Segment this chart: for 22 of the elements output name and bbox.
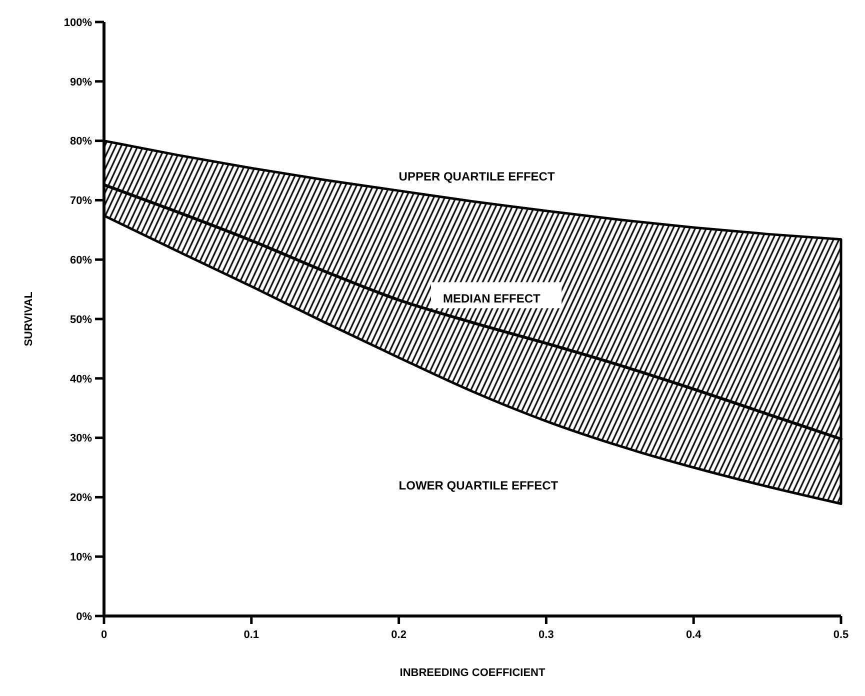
y-tick-label: 90% [70,76,92,88]
y-tick-label: 0% [76,610,92,623]
y-tick-label: 50% [70,314,92,326]
annotation: MEDIAN EFFECT [443,291,542,306]
x-axis-title: INBREEDING COEFFICIENT [400,667,546,679]
x-tick-label: 0.5 [833,629,849,641]
x-tick-label: 0.2 [391,629,406,641]
y-tick-label: 70% [70,195,92,208]
x-tick-label: 0 [100,629,108,641]
y-tick-label: 60% [70,254,92,266]
x-tick-label: 0.4 [686,629,702,641]
y-tick-label: 80% [70,136,92,148]
x-tick-label: 0.1 [244,629,260,641]
annotation: LOWER QUARTILE EFFECT [398,478,559,493]
y-tick-label: 30% [70,432,92,445]
y-axis-title: SURVIVAL [23,291,35,346]
y-tick-label: 10% [70,551,92,564]
y-tick-label: 100% [64,16,92,29]
x-tick-label: 0.3 [538,629,554,641]
annotation: UPPER QUARTILE EFFECT [398,170,556,184]
y-tick-label: 20% [70,492,92,504]
y-tick-label: 40% [70,373,92,386]
